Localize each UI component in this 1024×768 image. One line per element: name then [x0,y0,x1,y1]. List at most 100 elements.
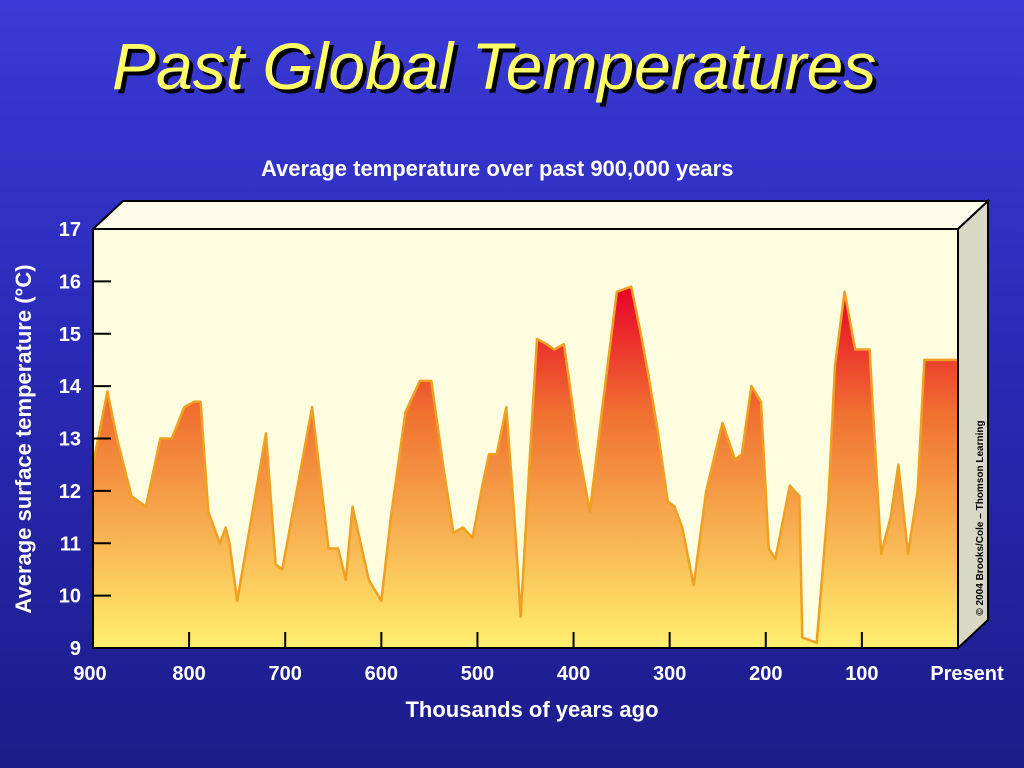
x-tick-label: Present [930,663,1004,685]
data-point [681,526,683,529]
data-point [705,490,707,492]
data-point [171,437,173,440]
data-point [933,359,935,361]
data-point [327,547,330,550]
data-point [774,558,777,560]
data-point [692,584,695,586]
data-point [834,364,836,367]
x-tick-label: 900 [73,663,106,685]
x-tick-label: 400 [557,663,590,685]
data-point [430,380,433,382]
data-point [827,500,830,503]
x-tick-label: 100 [845,663,878,685]
data-point [443,469,445,471]
data-point [294,500,296,503]
data-point [224,526,227,529]
data-point [311,406,313,408]
y-tick-label: 12 [59,481,81,503]
data-point [519,615,522,618]
y-tick-label: 15 [59,324,81,346]
data-point [159,437,162,440]
y-tick-label: 14 [59,376,82,398]
data-point [471,537,474,539]
data-point [199,401,202,403]
data-point [616,291,618,293]
data-point [861,348,863,351]
data-point [529,448,532,450]
slide-title: Past Global Temperatures [112,29,877,103]
y-tick-label: 17 [59,219,81,241]
data-point [630,285,632,288]
data-point [505,406,508,408]
data-point [666,500,669,503]
data-point [789,484,791,487]
data-point [419,380,421,382]
data-point [640,333,642,335]
data-point [228,542,231,545]
data-point [889,516,892,518]
x-axis-label: Thousands of years ago [405,697,658,722]
data-point [219,542,221,545]
data-point [274,563,277,565]
data-point [404,411,407,414]
data-point [854,348,856,351]
data-point [545,343,548,346]
data-point [193,401,195,403]
data-point [907,552,909,555]
data-point [281,568,284,571]
data-point [130,495,133,497]
y-tick-label: 9 [70,638,81,660]
data-point [843,291,846,293]
data-point [868,348,871,351]
data-point [943,359,946,361]
x-tick-label: 800 [172,663,205,685]
data-point [589,511,591,513]
data-point [207,511,210,513]
data-point [577,448,580,450]
copyright-text: © 2004 Brooks/Cole – Thomson Learning [975,420,986,615]
data-point [183,406,186,408]
data-point [250,516,253,518]
data-point [553,348,556,351]
data-point [673,505,676,508]
data-point [734,458,736,461]
data-point [923,359,926,361]
data-point [462,526,464,529]
data-point [390,516,392,518]
data-point [337,547,339,550]
x-tick-label: 300 [653,663,686,685]
x-tick-label: 200 [749,663,782,685]
data-point [236,600,238,602]
y-tick-label: 10 [59,586,81,608]
data-point [741,453,743,456]
data-point [815,642,818,644]
data-point [351,505,354,508]
data-point [767,547,770,550]
x-tick-label: 500 [461,663,494,685]
data-point [116,437,118,440]
data-point [452,532,455,534]
temperature-line-0 [91,285,958,645]
data-point [368,579,370,581]
data-point [647,374,650,377]
data-point [380,600,383,602]
data-point [563,343,565,346]
data-point [897,463,900,466]
data-point [750,385,753,387]
data-point [916,490,919,492]
data-point [495,453,498,456]
data-point [572,411,575,414]
data-point [536,338,538,340]
data-point [513,511,515,513]
plot-box-top-face [90,200,991,230]
data-point [801,636,804,639]
data-point [106,390,109,393]
data-point [657,432,659,435]
data-point [481,484,484,487]
y-tick-label: 16 [59,271,81,293]
data-point [601,406,604,408]
data-point [265,432,267,435]
x-tick-label: 600 [365,663,398,685]
data-point [798,495,801,497]
